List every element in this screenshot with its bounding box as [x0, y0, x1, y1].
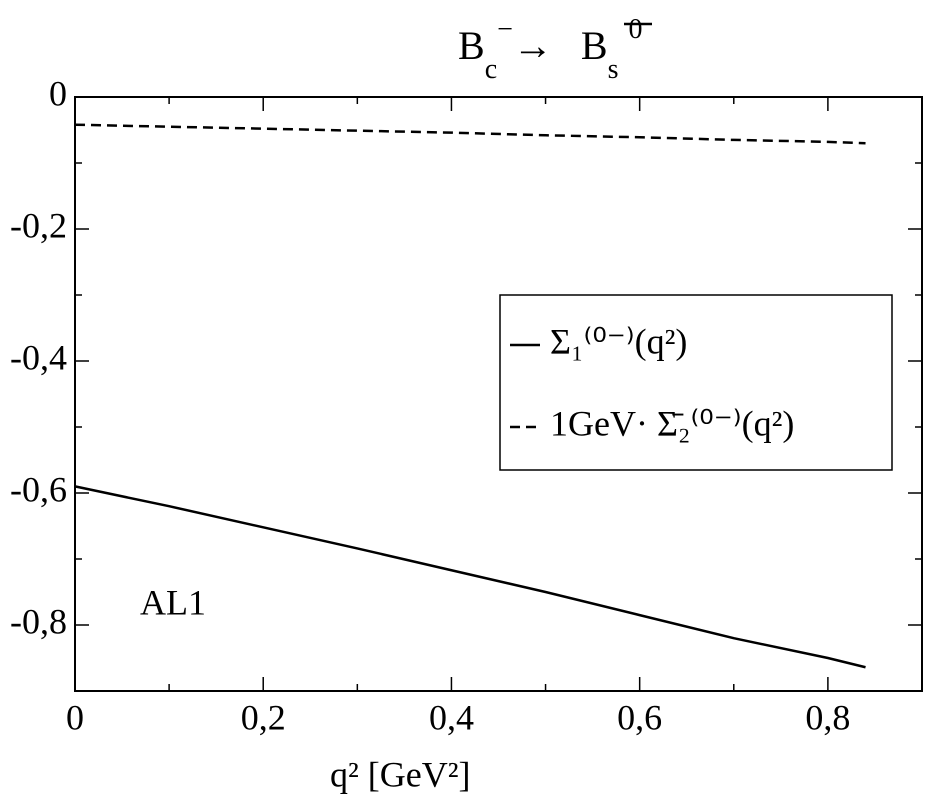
title-part: B: [581, 23, 608, 68]
title-part: B: [458, 23, 485, 68]
x-axis-label: q² [GeV²]: [330, 754, 471, 794]
plot-frame: [74, 96, 923, 692]
title-part: −: [497, 14, 513, 45]
series-line: [74, 123, 866, 145]
y-tick-label: -0,2: [10, 205, 67, 245]
x-tick-label: 0,8: [805, 697, 850, 737]
x-tick-label: 0: [66, 697, 84, 737]
title-part: →: [513, 23, 553, 68]
series-line: [74, 485, 866, 669]
chart-title: Bc−→ Bs0: [458, 14, 643, 85]
x-tick-label: 0,6: [617, 697, 662, 737]
title-part: c: [485, 54, 497, 85]
title-part: s: [608, 54, 619, 85]
y-tick-label: -0,8: [10, 601, 67, 641]
legend-box: [499, 294, 893, 471]
x-tick-label: 0,2: [241, 697, 286, 737]
legend-label: Σ₁⁽⁰⁻⁾(q²): [550, 321, 687, 361]
y-tick-label: 0: [49, 73, 67, 113]
annotation: AL1: [140, 582, 206, 622]
legend-label: 1GeV· Σ̄₂⁽⁰⁻⁾(q²): [550, 403, 794, 443]
x-tick-label: 0,4: [429, 697, 474, 737]
y-tick-label: -0,6: [10, 469, 67, 509]
y-tick-label: -0,4: [10, 337, 67, 377]
title-part: 0: [629, 14, 643, 45]
